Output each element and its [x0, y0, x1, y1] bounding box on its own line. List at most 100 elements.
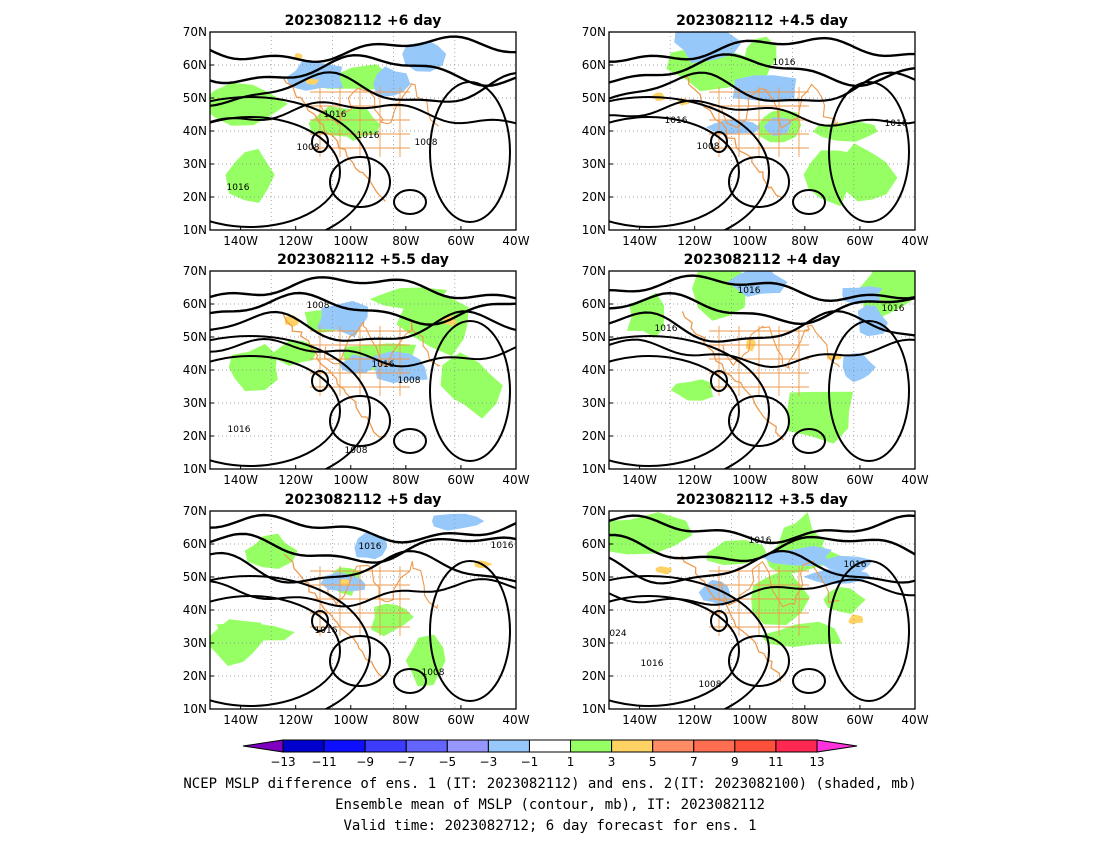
- lat-label: 50N: [582, 330, 606, 344]
- colorbar-tick-label: 3: [608, 755, 616, 769]
- lon-label: 140W: [622, 713, 657, 727]
- lat-label: 20N: [183, 669, 207, 683]
- lon-label: 60W: [846, 713, 873, 727]
- map-content: [210, 32, 516, 230]
- lat-label: 20N: [582, 669, 606, 683]
- panel-title: 2023082112 +3.5 day: [676, 492, 848, 508]
- contour-label: 1008: [345, 446, 368, 456]
- lat-label: 20N: [582, 429, 606, 443]
- lon-label: 60W: [846, 473, 873, 487]
- map-panel-2: 1016 1016 1008 1016 2023082112 +4.5 day 70N 60…: [582, 13, 929, 248]
- colorbar-swatch: [693, 739, 736, 753]
- colorbar-swatch: [323, 739, 366, 753]
- lat-label: 60N: [183, 58, 207, 72]
- contour-label: 1008: [415, 138, 438, 148]
- contour-label: 1016: [882, 304, 905, 314]
- lon-label: 60W: [447, 234, 474, 248]
- colorbar-tick-label: −3: [480, 755, 498, 769]
- contour-label: 1008: [699, 680, 722, 690]
- contour-label: 1016: [372, 360, 395, 370]
- lat-label: 40N: [183, 603, 207, 617]
- colorbar-swatch: [734, 739, 777, 753]
- lat-label: 20N: [582, 190, 606, 204]
- map-content: [210, 511, 516, 709]
- lon-label: 60W: [447, 473, 474, 487]
- lat-label: 70N: [183, 504, 207, 518]
- lon-label: 100W: [732, 713, 767, 727]
- map-panel-6: 1016 1016 024 1016 1008 2023082112 +3.5 day 70…: [582, 492, 929, 727]
- contour-label: 1016: [738, 286, 761, 296]
- colorbar-tick-label: 11: [768, 755, 783, 769]
- lon-label: 40W: [901, 473, 928, 487]
- contour-label: 1016: [641, 659, 664, 669]
- contour-label: 1016: [655, 324, 678, 334]
- colorbar-swatch: [364, 739, 407, 753]
- colorbar-tick-label: −5: [438, 755, 456, 769]
- panel-title: 2023082112 +4 day: [684, 252, 841, 268]
- caption-line-3: Valid time: 2023082712; 6 day forecast f…: [343, 818, 757, 834]
- lat-label: 10N: [183, 223, 207, 237]
- colorbar-swatch: [775, 739, 818, 753]
- contour-label: 1008: [307, 301, 330, 311]
- lat-label: 20N: [183, 190, 207, 204]
- map-panel-5: 1016 1016 1016 1008 2023082112 +5 day 70N 60N 5…: [183, 492, 530, 727]
- lon-label: 100W: [732, 234, 767, 248]
- map-content: [609, 32, 915, 230]
- lon-label: 40W: [502, 234, 529, 248]
- contour-label: 1016: [844, 560, 867, 570]
- colorbar-swatch: [446, 739, 489, 753]
- contour-label: 1008: [422, 668, 445, 678]
- colorbar-tick-label: −9: [356, 755, 374, 769]
- map-content: [210, 271, 516, 469]
- lat-label: 50N: [183, 570, 207, 584]
- panel-title: 2023082112 +6 day: [285, 13, 442, 29]
- lon-label: 40W: [901, 234, 928, 248]
- lat-label: 70N: [582, 504, 606, 518]
- lat-label: 30N: [582, 157, 606, 171]
- contour-label: 1016: [227, 183, 250, 193]
- panel-title: 2023082112 +5 day: [285, 492, 442, 508]
- lon-label: 80W: [791, 473, 818, 487]
- lon-label: 120W: [677, 234, 712, 248]
- lat-label: 40N: [582, 363, 606, 377]
- lon-label: 100W: [333, 473, 368, 487]
- lon-label: 80W: [791, 234, 818, 248]
- lon-label: 120W: [278, 473, 313, 487]
- lon-label: 100W: [732, 473, 767, 487]
- lon-label: 40W: [901, 713, 928, 727]
- lat-label: 60N: [582, 58, 606, 72]
- contour-label: 1016: [749, 536, 772, 546]
- colorbar-swatch: [816, 739, 858, 753]
- colorbar-tick-label: 9: [731, 755, 739, 769]
- lon-label: 140W: [223, 234, 258, 248]
- lat-label: 30N: [582, 396, 606, 410]
- contour-label: 1016: [773, 58, 796, 68]
- panel-title: 2023082112 +5.5 day: [277, 252, 449, 268]
- map-content: [609, 511, 915, 709]
- contour-label: 1016: [315, 626, 338, 636]
- lon-label: 120W: [677, 713, 712, 727]
- colorbar-swatch: [487, 739, 530, 753]
- colorbar: −13 −11 −9 −7 −5 −3 −1 1 3 5 7 9 11 13: [242, 739, 858, 769]
- lat-label: 20N: [183, 429, 207, 443]
- caption-line-1: NCEP MSLP difference of ens. 1 (IT: 2023…: [183, 776, 917, 792]
- lon-label: 80W: [392, 473, 419, 487]
- colorbar-tick-label: −7: [397, 755, 415, 769]
- lon-label: 120W: [278, 713, 313, 727]
- lat-label: 40N: [183, 363, 207, 377]
- lat-label: 50N: [183, 91, 207, 105]
- colorbar-swatch: [405, 739, 448, 753]
- contour-label: 1016: [357, 131, 380, 141]
- map-panel-4: 1016 1016 1016 2023082112 +4 day 70N 60N 50N 40…: [582, 252, 929, 487]
- lat-label: 70N: [183, 264, 207, 278]
- contour-label: 1016: [665, 116, 688, 126]
- colorbar-tick-label: 7: [690, 755, 698, 769]
- lat-label: 50N: [582, 91, 606, 105]
- contour-label: 1016: [228, 425, 251, 435]
- lon-label: 60W: [846, 234, 873, 248]
- lat-label: 40N: [183, 124, 207, 138]
- lat-label: 60N: [582, 537, 606, 551]
- lat-label: 50N: [582, 570, 606, 584]
- contour-label: 1008: [398, 376, 421, 386]
- colorbar-swatch: [528, 739, 572, 753]
